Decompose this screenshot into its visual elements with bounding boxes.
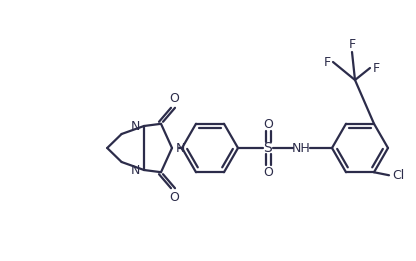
Text: O: O — [169, 92, 179, 105]
Text: N: N — [131, 120, 140, 133]
Text: N: N — [131, 163, 140, 176]
Text: F: F — [323, 56, 331, 68]
Text: N: N — [176, 141, 186, 155]
Text: S: S — [264, 141, 272, 155]
Text: Cl: Cl — [392, 169, 404, 182]
Text: O: O — [169, 191, 179, 204]
Text: NH: NH — [292, 141, 310, 155]
Text: F: F — [349, 39, 356, 51]
Text: O: O — [263, 117, 273, 130]
Text: O: O — [263, 165, 273, 179]
Text: F: F — [372, 62, 379, 74]
